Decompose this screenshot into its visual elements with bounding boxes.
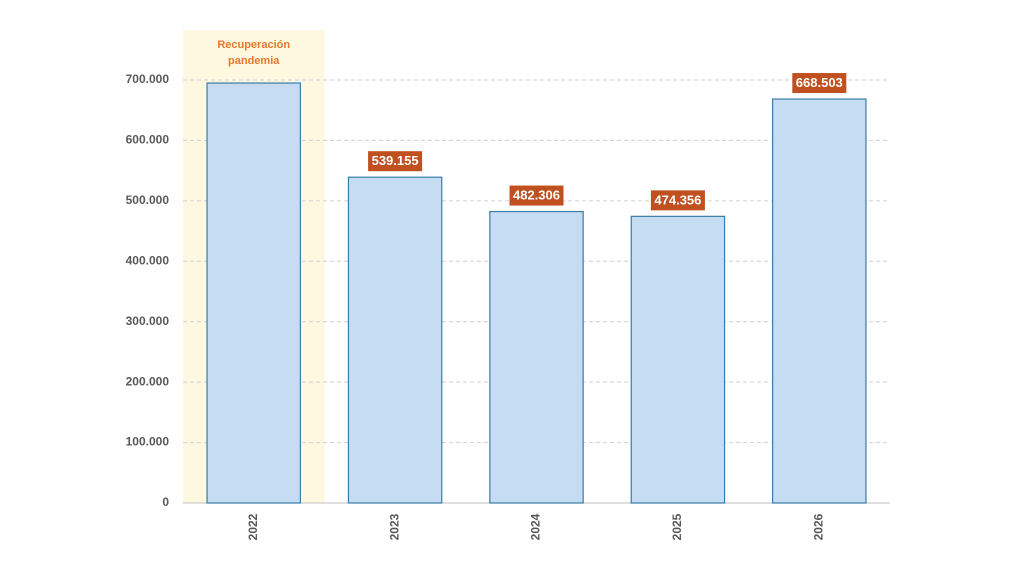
- y-tick-label: 300.000: [126, 314, 170, 328]
- annotation: pandemia: [228, 55, 280, 67]
- bar: [489, 210, 584, 504]
- x-tick-label: 2022: [246, 513, 260, 540]
- y-tick-label: 0: [162, 495, 169, 509]
- x-tick-label: 2024: [529, 513, 543, 540]
- value-label: 668.503: [796, 75, 843, 90]
- bar: [206, 82, 301, 504]
- y-tick-label: 500.000: [126, 193, 170, 207]
- value-label-box: [650, 190, 705, 211]
- bar: [630, 215, 726, 504]
- annotation: Recuperación: [217, 39, 290, 51]
- y-tick-label: 700.000: [126, 72, 170, 86]
- y-tick-label: 600.000: [126, 133, 170, 147]
- value-label-box: [792, 73, 847, 94]
- x-tick-label: 2023: [387, 513, 401, 540]
- value-label: 482.306: [513, 187, 560, 202]
- x-tick-label: 2025: [670, 513, 684, 540]
- value-label: 539.155: [372, 153, 419, 168]
- bar: [347, 176, 443, 504]
- y-tick-label: 400.000: [126, 253, 170, 267]
- value-label-box: [368, 151, 423, 172]
- bar: [772, 98, 867, 504]
- value-label: 474.356: [654, 192, 701, 207]
- x-tick-label: 2026: [811, 513, 825, 540]
- y-tick-label: 100.000: [126, 435, 170, 449]
- value-label-box: [509, 185, 564, 206]
- y-tick-label: 200.000: [126, 374, 170, 388]
